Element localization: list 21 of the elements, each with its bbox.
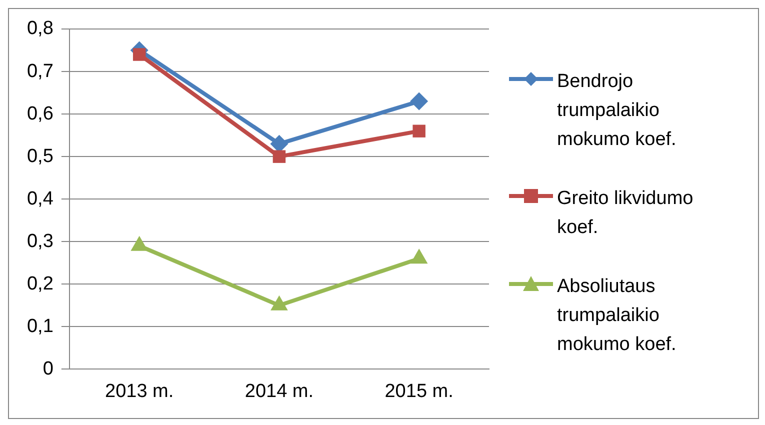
point: [270, 295, 288, 310]
y-tick-label: 0,1: [26, 316, 54, 337]
legend-label: Greito likvidumo koef.: [557, 187, 694, 240]
point: [412, 124, 426, 138]
y-tick-label: 0,6: [26, 103, 54, 124]
y-tick-label: 0,4: [26, 188, 54, 210]
legend-label: Absoliutaus trumpalaikio mokumo koef.: [557, 275, 678, 357]
x-tick-label: 2013 m.: [105, 380, 174, 402]
point: [410, 248, 428, 264]
point: [410, 92, 428, 110]
point: [272, 150, 286, 163]
y-tick-label: 0,3: [26, 230, 54, 252]
y-tick-label: 0,5: [26, 146, 54, 167]
legend-label: Bendrojo trumpalaikio mokumo koef.: [557, 70, 678, 152]
y-tick-label: 0,7: [26, 60, 54, 82]
point: [132, 48, 146, 61]
y-tick-label: 0,8: [26, 18, 54, 40]
y-tick-label: 0,2: [26, 273, 54, 294]
x-tick-label: 2014 m.: [244, 380, 314, 402]
x-tick-label: 2015 m.: [384, 380, 454, 402]
y-tick-label: 0: [42, 358, 54, 380]
